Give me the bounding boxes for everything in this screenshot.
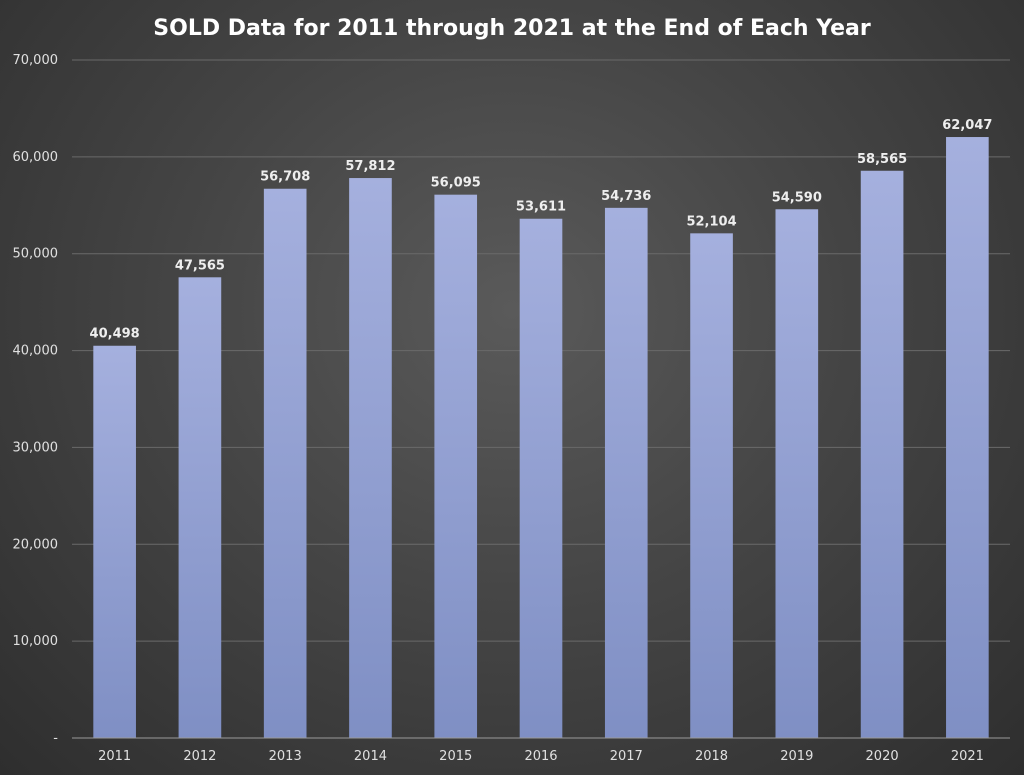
bar-2018: [690, 233, 733, 738]
bar-2013: [263, 188, 307, 739]
data-label-2021: 62,047: [942, 118, 992, 133]
x-tick-label-2014: 2014: [354, 749, 387, 764]
x-tick-label-2013: 2013: [269, 749, 302, 764]
data-label-2015: 56,095: [431, 176, 481, 191]
y-tick-label: 20,000: [13, 537, 59, 552]
x-axis: 2011 2012 2013 2014 2015 2016 2017 2018 2019 2020…: [72, 737, 1010, 764]
bar-2021: [946, 137, 989, 738]
y-axis: - 10,000 20,000 30,000 40,000 50,000 60,000 70,…: [13, 53, 59, 746]
x-tick-label-2015: 2015: [439, 749, 472, 764]
bar-2017: [604, 207, 648, 738]
x-tick-label-2017: 2017: [610, 749, 643, 764]
x-tick-label-2018: 2018: [695, 749, 728, 764]
x-tick-label-2016: 2016: [524, 749, 557, 764]
data-label-2018: 52,104: [686, 214, 736, 229]
y-tick-label: 10,000: [13, 634, 59, 649]
x-tick-label-2012: 2012: [183, 749, 216, 764]
bar-2020: [860, 170, 904, 738]
x-tick-label-2020: 2020: [866, 749, 899, 764]
y-tick-label: 30,000: [13, 440, 59, 455]
data-label-2011: 40,498: [90, 327, 140, 342]
y-tick-label: -: [53, 731, 58, 746]
bars: [93, 137, 989, 739]
bar-2011: [93, 345, 136, 738]
data-label-2019: 54,590: [772, 190, 822, 205]
x-tick-label-2019: 2019: [780, 749, 813, 764]
y-tick-label: 70,000: [13, 53, 59, 68]
bar-2014: [349, 178, 392, 738]
y-tick-label: 40,000: [13, 344, 59, 359]
y-tick-label: 60,000: [13, 150, 59, 165]
y-tick-label: 50,000: [13, 247, 59, 262]
chart-title: SOLD Data for 2011 through 2021 at the E…: [153, 16, 871, 41]
data-label-2020: 58,565: [857, 152, 907, 167]
bar-2015: [434, 194, 478, 738]
x-tick-label-2011: 2011: [98, 749, 131, 764]
data-label-2013: 56,708: [260, 170, 310, 185]
bar-2019: [775, 209, 819, 739]
data-label-2016: 53,611: [516, 200, 566, 215]
data-label-2017: 54,736: [601, 189, 651, 204]
data-label-2012: 47,565: [175, 258, 225, 273]
data-label-2014: 57,812: [345, 159, 395, 174]
x-tick-label-2021: 2021: [951, 749, 984, 764]
bar-2016: [519, 218, 563, 739]
bar-2012: [178, 277, 222, 738]
data-labels: 40,498 47,565 56,708 57,812 56,095 53,611 54,7…: [90, 118, 993, 342]
